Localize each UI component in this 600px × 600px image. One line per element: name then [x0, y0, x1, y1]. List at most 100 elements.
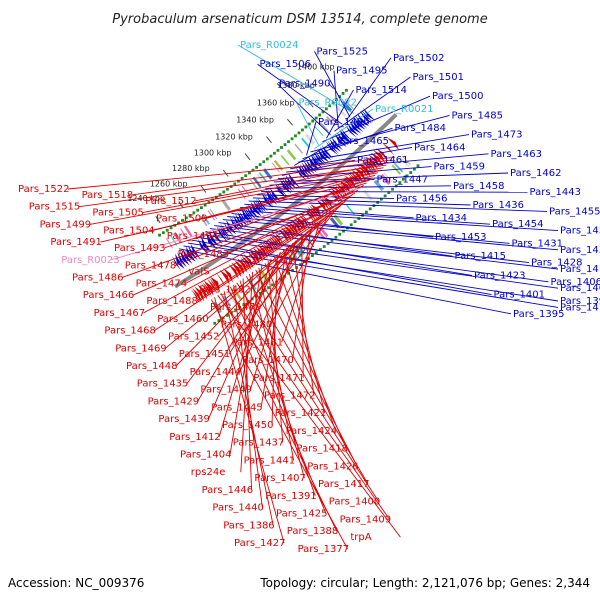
leader-line	[227, 185, 364, 255]
track-dot	[324, 107, 328, 111]
gene-arrow	[354, 115, 368, 129]
gene-arrow	[359, 110, 373, 124]
track-dot	[405, 174, 409, 178]
reverse-gene-label: rps24e	[191, 467, 226, 478]
track-dot	[301, 128, 304, 132]
leader-line	[345, 57, 392, 121]
reverse-gene-label: Pars_1417	[318, 479, 369, 490]
gene-arrow	[346, 122, 360, 136]
leader-line	[100, 179, 370, 243]
gene-arrow	[303, 160, 315, 175]
scale-tick-label: 1320 kbp	[215, 132, 253, 141]
reverse-gene-label: Pars_1452	[168, 332, 219, 343]
leader-line	[298, 134, 470, 163]
gene-arrow	[358, 163, 371, 177]
track-dot	[398, 181, 402, 185]
forward-gene-label: Pars_1525	[317, 46, 368, 57]
gene-arrow	[262, 193, 274, 208]
gene-arrow	[343, 176, 356, 191]
forward-gene-label: Pars_1465	[338, 136, 389, 147]
cog-block	[249, 179, 259, 190]
cog-block	[170, 235, 178, 246]
track-dot	[380, 197, 383, 201]
forward-gene-label: Pars_1459	[434, 162, 485, 173]
forward-gene-label: Pars_1454	[492, 219, 543, 230]
genome-stats-text: Topology: circular; Length: 2,121,076 bp…	[259, 576, 590, 590]
gene-arrow	[182, 248, 193, 265]
scale-tick-label: 1400 kbp	[297, 63, 335, 72]
cog-block	[303, 238, 313, 250]
reverse-gene-label: Pars_1425	[276, 509, 327, 520]
gene-arrow	[188, 245, 198, 261]
gene-arrow	[356, 113, 370, 127]
track-dot	[262, 160, 266, 164]
gene-arrow	[237, 258, 248, 274]
gene-arrow	[328, 189, 340, 204]
leader-line	[187, 242, 559, 302]
track-dot	[353, 220, 357, 224]
scale-tick-label: 1360 kbp	[257, 98, 295, 107]
reverse-gene-label: Pars_1388	[287, 526, 338, 537]
track-dot	[391, 187, 394, 191]
gene-arrow	[266, 190, 278, 205]
scale-tick-mark	[307, 100, 314, 108]
track-dot	[225, 313, 229, 317]
forward-gene-label: Pars_R0022	[299, 98, 357, 109]
gene-arrow	[283, 176, 295, 191]
leader-line	[210, 299, 348, 550]
cog-block	[373, 179, 385, 191]
cog-block	[399, 156, 410, 167]
reverse-gene-label: Pars_1472	[264, 391, 315, 402]
cog-block	[404, 152, 414, 163]
leader-line	[248, 200, 548, 212]
track-dot	[341, 92, 345, 95]
track-dot	[246, 300, 250, 304]
reverse-gene-label: Pars_1426	[307, 461, 358, 472]
label-leader-lines	[67, 44, 559, 550]
gene-arrow	[320, 195, 332, 210]
cog-block	[314, 126, 324, 137]
leader-line	[235, 209, 559, 232]
gene-arrow	[254, 199, 266, 214]
gene-arrow	[244, 206, 255, 222]
leader-line	[256, 194, 395, 200]
gene-arrow	[340, 128, 353, 142]
forward-gene-label: Pars_1432	[560, 245, 600, 256]
track-dot	[394, 184, 398, 188]
reverse-gene-label: Pars_1509	[156, 214, 207, 225]
track-dot	[158, 233, 161, 237]
leader-line	[269, 178, 375, 186]
reverse-gene-label: Pars_1486	[72, 273, 123, 284]
track-dot	[244, 174, 248, 178]
track-dot	[287, 271, 291, 275]
track-dot	[181, 218, 184, 222]
reverse-gene-label: Pars_1439	[158, 414, 209, 425]
reverse-gene-label: Pars_1448	[126, 361, 177, 372]
leader-line	[209, 228, 559, 270]
cog-block	[271, 162, 280, 173]
gene-arrow	[220, 223, 231, 239]
track-dot	[200, 206, 203, 210]
gene-arrow	[223, 221, 234, 237]
track-dot	[283, 143, 287, 147]
track-dot	[265, 157, 269, 161]
forward-gene-label: Pars_1410	[560, 264, 600, 275]
track-dot	[247, 171, 251, 175]
cog-block	[316, 228, 326, 240]
gene-arrow	[314, 150, 327, 165]
gene-arrow	[253, 200, 264, 215]
leader-line	[233, 284, 263, 508]
forward-gene-label: Pars_1403	[560, 283, 600, 294]
track-dot	[321, 110, 325, 114]
track-dot	[322, 245, 326, 248]
track-dot	[338, 95, 342, 98]
cog-block	[280, 154, 290, 166]
gene-arrow	[262, 240, 274, 255]
reverse-gene-label: Pars_1488	[146, 296, 197, 307]
forward-gene-label: Pars_1495	[336, 66, 387, 77]
leader-line	[267, 260, 284, 443]
track-dot	[192, 211, 196, 215]
leader-line	[237, 44, 355, 114]
gene-arrow	[336, 131, 349, 146]
leader-line	[302, 127, 393, 160]
